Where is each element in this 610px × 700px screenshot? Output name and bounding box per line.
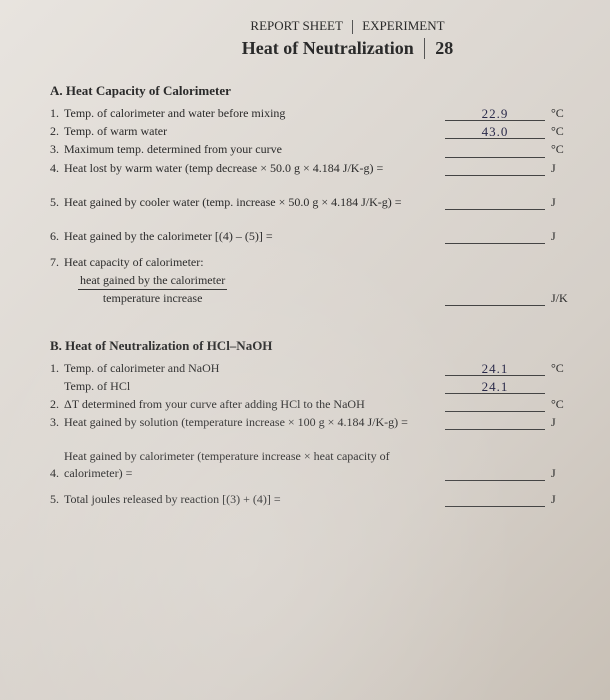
a2-label: Temp. of warm water <box>64 123 445 139</box>
b2-num: 2. <box>50 396 64 412</box>
b2-row: 2. ΔT determined from your curve after a… <box>50 396 575 412</box>
a7-num: 7. <box>50 254 64 270</box>
a4-unit: J <box>545 160 575 176</box>
a5-row: 5. Heat gained by cooler water (temp. in… <box>50 194 575 210</box>
page-title: Heat of Neutralization <box>242 38 414 58</box>
b5-num: 5. <box>50 491 64 507</box>
a2-unit: °C <box>545 123 575 139</box>
a2-value: 43.0 <box>445 123 545 139</box>
b1b-label: Temp. of HCl <box>64 378 445 394</box>
b5-label: Total joules released by reaction [(3) +… <box>64 491 445 507</box>
b1a-value: 24.1 <box>445 360 545 376</box>
a4-num: 4. <box>50 160 64 176</box>
b2-label: ΔT determined from your curve after addi… <box>64 396 445 412</box>
b4-num: 4. <box>50 465 64 481</box>
a1-label: Temp. of calorimeter and water before mi… <box>64 105 445 121</box>
b1b-row: Temp. of HCl 24.1 <box>50 378 575 394</box>
b5-value <box>445 491 545 507</box>
b3-value <box>445 414 545 430</box>
b1a-unit: °C <box>545 360 575 376</box>
b2-unit: °C <box>545 396 575 412</box>
b3-label: Heat gained by solution (temperature inc… <box>64 414 445 430</box>
b1a-row: 1. Temp. of calorimeter and NaOH 24.1 °C <box>50 360 575 376</box>
a6-value <box>445 228 545 244</box>
a1-value: 22.9 <box>445 105 545 121</box>
b3-unit: J <box>545 414 575 430</box>
b4-value <box>445 465 545 481</box>
a7-fraction: heat gained by the calorimeter temperatu… <box>78 272 227 305</box>
a7-unit: J/K <box>545 290 575 306</box>
a2-row: 2. Temp. of warm water 43.0 °C <box>50 123 575 139</box>
a3-label: Maximum temp. determined from your curve <box>64 141 445 157</box>
a6-num: 6. <box>50 228 64 244</box>
b1-num: 1. <box>50 360 64 376</box>
b5-row: 5. Total joules released by reaction [(3… <box>50 491 575 507</box>
page-header: REPORT SHEET EXPERIMENT Heat of Neutrali… <box>120 18 575 59</box>
a5-num: 5. <box>50 194 64 210</box>
a6-unit: J <box>545 228 575 244</box>
b3-num: 3. <box>50 414 64 430</box>
a3-value <box>445 142 545 158</box>
b4-row: 4. Heat gained by calorimeter (temperatu… <box>50 448 575 480</box>
a4-label: Heat lost by warm water (temp decrease ×… <box>64 160 445 176</box>
section-a-title: A. Heat Capacity of Calorimeter <box>50 83 575 99</box>
header-main-line: Heat of Neutralization 28 <box>120 38 575 59</box>
report-sheet-label: REPORT SHEET <box>250 18 342 33</box>
a4-value <box>445 160 545 176</box>
a7-frac-row: heat gained by the calorimeter temperatu… <box>50 272 575 305</box>
b3-row: 3. Heat gained by solution (temperature … <box>50 414 575 430</box>
b4-unit: J <box>545 465 575 481</box>
a7-value <box>445 290 545 306</box>
b1a-label: Temp. of calorimeter and NaOH <box>64 360 445 376</box>
a1-unit: °C <box>545 105 575 121</box>
section-b-title: B. Heat of Neutralization of HCl–NaOH <box>50 338 575 354</box>
a3-num: 3. <box>50 141 64 157</box>
a5-label: Heat gained by cooler water (temp. incre… <box>64 194 445 210</box>
b1b-value: 24.1 <box>445 378 545 394</box>
a7-row: 7. Heat capacity of calorimeter: <box>50 254 575 270</box>
a1-row: 1. Temp. of calorimeter and water before… <box>50 105 575 121</box>
b5-unit: J <box>545 491 575 507</box>
b4-label: Heat gained by calorimeter (temperature … <box>64 448 445 480</box>
a7-fraction-top: heat gained by the calorimeter <box>78 272 227 289</box>
a5-value <box>445 194 545 210</box>
a1-num: 1. <box>50 105 64 121</box>
header-top-line: REPORT SHEET EXPERIMENT <box>120 18 575 34</box>
a7-label: Heat capacity of calorimeter: <box>64 254 575 270</box>
a2-num: 2. <box>50 123 64 139</box>
a6-label: Heat gained by the calorimeter [(4) – (5… <box>64 228 445 244</box>
experiment-label: EXPERIMENT <box>362 18 444 33</box>
a5-unit: J <box>545 194 575 210</box>
a6-row: 6. Heat gained by the calorimeter [(4) –… <box>50 228 575 244</box>
b2-value <box>445 396 545 412</box>
experiment-number: 28 <box>424 38 453 59</box>
a3-row: 3. Maximum temp. determined from your cu… <box>50 141 575 157</box>
a4-row: 4. Heat lost by warm water (temp decreas… <box>50 160 575 176</box>
a7-fraction-bot: temperature increase <box>78 290 227 306</box>
a3-unit: °C <box>545 141 575 157</box>
header-divider <box>352 20 353 34</box>
